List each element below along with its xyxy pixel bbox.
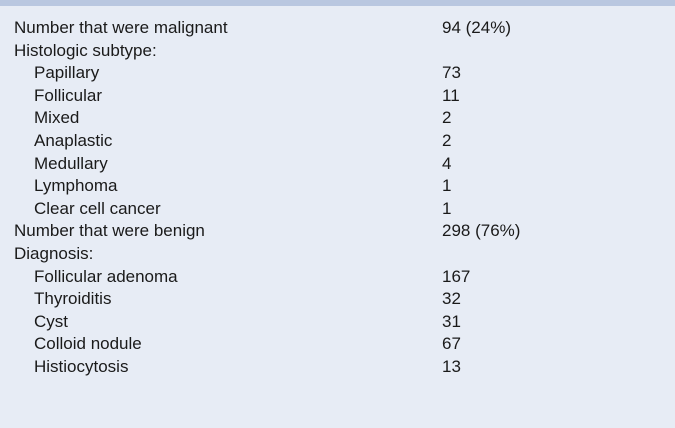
table-row: Thyroiditis 32 <box>0 288 675 311</box>
table-row: Anaplastic 2 <box>0 130 675 153</box>
row-label: Histiocytosis <box>34 356 129 376</box>
row-value: 2 <box>442 130 452 150</box>
table-row: Number that were malignant 94 (24%) <box>0 17 675 40</box>
row-value: 67 <box>442 334 461 354</box>
row-label: Number that were malignant <box>14 18 228 37</box>
table-row: Diagnosis: <box>0 243 675 266</box>
row-value: 73 <box>442 63 461 83</box>
row-label: Lymphoma <box>34 176 118 196</box>
row-label: Mixed <box>34 108 80 128</box>
row-value: 32 <box>442 289 461 309</box>
row-value: 31 <box>442 311 461 331</box>
row-label: Cyst <box>34 311 68 331</box>
table-rows: Number that were malignant 94 (24%) Hist… <box>0 17 675 379</box>
row-label: Anaplastic <box>34 130 113 150</box>
row-label: Clear cell cancer <box>34 198 161 218</box>
row-value: 13 <box>442 356 461 376</box>
table-row: Papillary 73 <box>0 62 675 85</box>
table-row: Clear cell cancer 1 <box>0 198 675 221</box>
table-row: Medullary 4 <box>0 153 675 176</box>
table-row: Follicular adenoma 167 <box>0 266 675 289</box>
table-row: Histiocytosis 13 <box>0 356 675 379</box>
row-value: 167 <box>442 266 471 286</box>
row-label: Colloid nodule <box>34 334 142 354</box>
row-value: 1 <box>442 176 452 196</box>
row-value: 1 <box>442 198 452 218</box>
table-row: Colloid nodule 67 <box>0 333 675 356</box>
table-row: Lymphoma 1 <box>0 175 675 198</box>
row-label: Follicular <box>34 85 103 105</box>
row-value: 94 (24%) <box>442 18 511 37</box>
row-label: Thyroiditis <box>34 289 112 309</box>
row-value: 4 <box>442 153 452 173</box>
table-row: Number that were benign 298 (76%) <box>0 220 675 243</box>
row-value: 11 <box>442 85 460 105</box>
table-row: Cyst 31 <box>0 311 675 334</box>
row-label: Number that were benign <box>14 221 205 241</box>
row-label: Histologic subtype: <box>14 40 157 60</box>
row-value: 298 (76%) <box>442 221 521 241</box>
row-label: Diagnosis: <box>14 243 94 263</box>
row-label: Medullary <box>34 153 108 173</box>
row-label: Follicular adenoma <box>34 266 178 286</box>
row-value: 2 <box>442 108 452 128</box>
row-label: Papillary <box>34 63 100 83</box>
table-row: Histologic subtype: <box>0 40 675 63</box>
top-rule <box>0 0 675 6</box>
table-row: Follicular 11 <box>0 85 675 108</box>
table-row: Mixed 2 <box>0 107 675 130</box>
